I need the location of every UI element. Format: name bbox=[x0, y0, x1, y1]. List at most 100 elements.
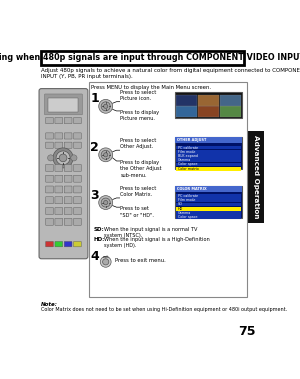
Text: PC calibrate: PC calibrate bbox=[178, 194, 198, 198]
Text: 2: 2 bbox=[90, 141, 99, 154]
Circle shape bbox=[48, 155, 54, 161]
Text: 1: 1 bbox=[90, 92, 99, 105]
Text: Advanced Operation: Advanced Operation bbox=[253, 135, 259, 219]
Circle shape bbox=[103, 259, 109, 265]
FancyBboxPatch shape bbox=[55, 186, 63, 193]
Circle shape bbox=[103, 200, 108, 205]
Bar bbox=[198, 106, 219, 117]
FancyBboxPatch shape bbox=[46, 142, 53, 148]
Text: When the input signal is a normal TV
system (NTSC).: When the input signal is a normal TV sys… bbox=[104, 227, 197, 238]
Bar bbox=[220, 95, 241, 105]
FancyBboxPatch shape bbox=[74, 241, 81, 247]
Bar bbox=[176, 207, 241, 211]
Circle shape bbox=[59, 154, 67, 162]
FancyBboxPatch shape bbox=[74, 142, 81, 148]
FancyBboxPatch shape bbox=[74, 186, 81, 193]
Text: PC calibrate: PC calibrate bbox=[178, 146, 198, 149]
Bar bbox=[176, 95, 197, 105]
Text: Press to set
"SD" or "HD".: Press to set "SD" or "HD". bbox=[120, 207, 154, 218]
Circle shape bbox=[101, 150, 110, 159]
Bar bbox=[40, 51, 244, 65]
FancyBboxPatch shape bbox=[74, 208, 81, 215]
Bar bbox=[220, 106, 241, 117]
FancyBboxPatch shape bbox=[74, 133, 81, 139]
Text: Gamma: Gamma bbox=[178, 158, 191, 162]
Text: Color matrix: Color matrix bbox=[178, 167, 199, 171]
Text: Film mode: Film mode bbox=[178, 198, 195, 202]
Text: Press to select
Other Adjust.: Press to select Other Adjust. bbox=[120, 138, 157, 149]
Text: exit: exit bbox=[102, 255, 109, 259]
Bar bbox=[198, 95, 219, 105]
FancyBboxPatch shape bbox=[39, 89, 88, 259]
FancyBboxPatch shape bbox=[64, 241, 72, 247]
Bar bbox=[176, 137, 242, 143]
Text: Gamma: Gamma bbox=[178, 211, 191, 215]
Bar bbox=[176, 163, 241, 166]
Text: OTHER ADJUST: OTHER ADJUST bbox=[177, 138, 206, 142]
Text: 3: 3 bbox=[90, 189, 99, 202]
Bar bbox=[176, 92, 242, 118]
Text: 75: 75 bbox=[238, 325, 256, 338]
FancyBboxPatch shape bbox=[55, 241, 63, 247]
Circle shape bbox=[56, 151, 70, 165]
FancyBboxPatch shape bbox=[74, 218, 81, 225]
Text: Film mode: Film mode bbox=[178, 150, 195, 154]
FancyBboxPatch shape bbox=[46, 164, 53, 171]
Text: Press to select
Picture icon.: Press to select Picture icon. bbox=[120, 90, 157, 101]
FancyBboxPatch shape bbox=[55, 142, 63, 148]
Text: Setting when 480p signals are input through COMPONENT VIDEO INPUT: Setting when 480p signals are input thro… bbox=[0, 53, 300, 62]
Text: Press to exit menu.: Press to exit menu. bbox=[115, 258, 166, 263]
Bar bbox=[248, 131, 264, 223]
FancyBboxPatch shape bbox=[55, 133, 63, 139]
FancyBboxPatch shape bbox=[64, 208, 72, 215]
Text: Press to display
the Other Adjust
sub-menu.: Press to display the Other Adjust sub-me… bbox=[120, 160, 162, 178]
Circle shape bbox=[101, 102, 110, 111]
Text: Color Matrix does not need to be set when using Hi-Definition equipment or 480i : Color Matrix does not need to be set whe… bbox=[41, 307, 287, 312]
FancyBboxPatch shape bbox=[46, 117, 53, 124]
Text: Color space: Color space bbox=[178, 163, 197, 166]
FancyBboxPatch shape bbox=[46, 218, 53, 225]
Text: HD: HD bbox=[178, 207, 183, 211]
FancyBboxPatch shape bbox=[44, 94, 82, 115]
Circle shape bbox=[53, 148, 73, 168]
FancyBboxPatch shape bbox=[46, 208, 53, 215]
FancyBboxPatch shape bbox=[55, 175, 63, 182]
Text: Color space: Color space bbox=[178, 215, 197, 219]
FancyBboxPatch shape bbox=[46, 175, 53, 182]
FancyBboxPatch shape bbox=[64, 133, 72, 139]
Bar bbox=[176, 150, 241, 153]
Circle shape bbox=[71, 155, 77, 161]
Text: SD: SD bbox=[178, 202, 183, 207]
Text: Note:: Note: bbox=[41, 302, 58, 307]
FancyBboxPatch shape bbox=[55, 208, 63, 215]
Circle shape bbox=[99, 99, 113, 113]
Circle shape bbox=[100, 257, 111, 267]
Bar bbox=[176, 186, 242, 192]
FancyBboxPatch shape bbox=[74, 197, 81, 204]
FancyBboxPatch shape bbox=[64, 197, 72, 204]
Text: When the input signal is a High-Definition
system (HD).: When the input signal is a High-Definiti… bbox=[104, 237, 210, 248]
FancyBboxPatch shape bbox=[64, 186, 72, 193]
Bar bbox=[176, 106, 197, 117]
Text: HD:: HD: bbox=[93, 237, 105, 242]
Circle shape bbox=[103, 153, 108, 157]
Bar bbox=[176, 198, 241, 202]
FancyBboxPatch shape bbox=[46, 197, 53, 204]
Text: SD:: SD: bbox=[93, 227, 104, 232]
FancyBboxPatch shape bbox=[74, 175, 81, 182]
FancyBboxPatch shape bbox=[64, 117, 72, 124]
Text: COLOR MATRIX: COLOR MATRIX bbox=[177, 187, 207, 191]
Bar bbox=[176, 146, 241, 149]
Bar bbox=[176, 137, 242, 169]
Text: Press to select
Color Matrix.: Press to select Color Matrix. bbox=[120, 186, 157, 197]
Circle shape bbox=[99, 148, 113, 162]
Text: Press to display
Picture menu.: Press to display Picture menu. bbox=[120, 110, 160, 121]
Bar bbox=[176, 167, 241, 171]
Bar bbox=[176, 215, 241, 219]
FancyBboxPatch shape bbox=[46, 186, 53, 193]
FancyBboxPatch shape bbox=[46, 133, 53, 139]
Bar bbox=[176, 158, 241, 162]
FancyBboxPatch shape bbox=[55, 164, 63, 171]
Text: Adjust 480p signals to achieve a natural color from digital equipment connected : Adjust 480p signals to achieve a natural… bbox=[41, 68, 300, 79]
Text: Press MENU to display the Main Menu screen.: Press MENU to display the Main Menu scre… bbox=[91, 85, 211, 90]
